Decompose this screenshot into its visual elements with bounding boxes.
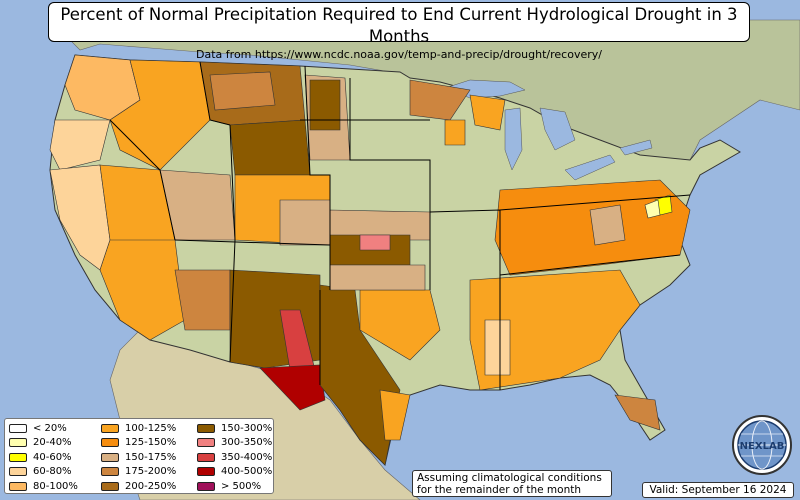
logo-text: NEXLAB	[740, 441, 785, 452]
legend-item: 350-400%	[197, 450, 272, 465]
legend-item: 60-80%	[9, 465, 78, 480]
legend-item: 150-300%	[197, 421, 272, 436]
legend-swatch	[9, 452, 27, 462]
legend-item: 300-350%	[197, 436, 272, 451]
legend-swatch	[9, 467, 27, 477]
region-montana-east-175-200	[209, 71, 276, 111]
legend-item: 40-60%	[9, 450, 78, 465]
region-mid-atlantic-20-40	[644, 199, 661, 219]
legend-swatch	[101, 481, 119, 491]
lake-michigan	[504, 107, 523, 171]
legend-label: 125-150%	[125, 437, 177, 449]
legend-label: < 20%	[33, 422, 67, 434]
legend-column-1: < 20% 20-40% 40-60% 60-80% 80-100%	[9, 421, 78, 494]
legend-swatch	[101, 452, 119, 462]
legend-swatch	[101, 423, 119, 433]
legend-swatch	[101, 438, 119, 448]
region-texas-coast-100-125	[379, 389, 411, 441]
region-west-texas-400-500	[259, 364, 326, 411]
lake-erie	[564, 154, 616, 181]
legend-item: 175-200%	[101, 465, 176, 480]
legend-label: 80-100%	[33, 480, 78, 492]
title-box: Percent of Normal Precipitation Required…	[48, 2, 750, 61]
legend-item: > 500%	[197, 479, 272, 494]
legend: < 20% 20-40% 40-60% 60-80% 80-100% 100-1…	[4, 418, 274, 494]
legend-item: 125-150%	[101, 436, 176, 451]
legend-item: 80-100%	[9, 479, 78, 494]
region-arizona-east-175-200	[174, 269, 231, 331]
legend-swatch	[9, 423, 27, 433]
legend-item: 100-125%	[101, 421, 176, 436]
drought-regions	[49, 54, 691, 466]
region-nd-150-300	[309, 79, 341, 131]
legend-label: 20-40%	[33, 437, 72, 449]
region-oklahoma-150-175	[329, 264, 426, 291]
legend-swatch	[101, 467, 119, 477]
legend-label: 150-175%	[125, 451, 177, 463]
region-colorado-150-175	[279, 199, 331, 246]
legend-label: 40-60%	[33, 451, 72, 463]
note-line-1: Assuming climatological conditions	[417, 472, 602, 484]
legend-swatch	[197, 452, 215, 462]
region-michigan-100-125	[469, 94, 506, 131]
legend-swatch	[9, 438, 27, 448]
assumption-note: Assuming climatological conditions for t…	[412, 470, 612, 497]
lake-huron	[539, 107, 576, 151]
note-line-2: for the remainder of the month	[417, 484, 582, 496]
legend-swatch	[197, 467, 215, 477]
map-title: Percent of Normal Precipitation Required…	[60, 5, 738, 46]
legend-label: 60-80%	[33, 466, 72, 478]
legend-label: 300-350%	[221, 437, 273, 449]
region-illinois-100-125	[444, 119, 466, 146]
globe-logo-icon: NEXLAB	[732, 415, 792, 475]
region-wyoming-150-300	[229, 119, 311, 176]
legend-item: 200-250%	[101, 479, 176, 494]
legend-label: 350-400%	[221, 451, 273, 463]
legend-label: 150-300%	[221, 422, 273, 434]
region-ohio-valley-150-175	[589, 204, 626, 246]
legend-label: 100-125%	[125, 422, 177, 434]
legend-swatch	[197, 438, 215, 448]
valid-date: Valid: September 16 2024	[642, 482, 794, 498]
legend-swatch	[9, 481, 27, 491]
region-florida-175-200	[614, 394, 661, 431]
legend-swatch	[197, 481, 215, 491]
region-mississippi-60-80	[484, 319, 511, 376]
legend-label: 400-500%	[221, 466, 273, 478]
legend-label: > 500%	[221, 480, 262, 492]
legend-item: 20-40%	[9, 436, 78, 451]
region-southeast-100-125	[469, 269, 641, 391]
lake-ontario	[619, 139, 653, 156]
legend-column-2: 100-125% 125-150% 150-175% 175-200% 200-…	[101, 421, 176, 494]
region-texas-150-300	[319, 284, 401, 466]
legend-swatch	[197, 423, 215, 433]
legend-column-3: 150-300% 300-350% 350-400% 400-500% > 50…	[197, 421, 272, 494]
legend-item: 400-500%	[197, 465, 272, 480]
legend-item: < 20%	[9, 421, 78, 436]
state-borders	[109, 61, 691, 390]
legend-label: 200-250%	[125, 480, 177, 492]
legend-label: 175-200%	[125, 466, 177, 478]
region-kansas-300-350	[359, 234, 391, 251]
legend-item: 150-175%	[101, 450, 176, 465]
region-oregon-60-80	[49, 119, 111, 171]
map-subtitle: Data from https://www.ncdc.noaa.gov/temp…	[196, 48, 602, 61]
